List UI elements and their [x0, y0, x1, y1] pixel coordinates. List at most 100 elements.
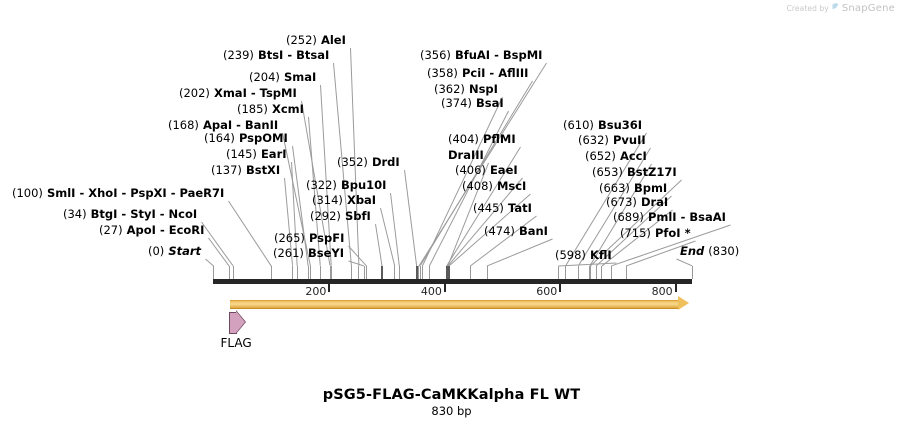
restriction-site-tick: [330, 266, 332, 279]
enzyme-label-alei[interactable]: (252) AleI: [286, 33, 346, 47]
snapgene-watermark: Created by SnapGene: [787, 3, 895, 14]
enzyme-label-eari[interactable]: (145) EarI: [226, 147, 287, 161]
sequence-start-marker[interactable]: (0) Start: [148, 245, 201, 258]
leader-line: [375, 223, 383, 267]
restriction-site-tick: [319, 266, 321, 279]
axis-tick-label: 200: [305, 285, 327, 298]
enzyme-label-bseyi[interactable]: (261) BseYI: [273, 246, 344, 260]
enzyme-label-pspomi[interactable]: (164) PspOMI: [204, 131, 288, 145]
enzyme-label-kfli[interactable]: (598) KflI: [555, 248, 612, 262]
enzyme-label-pflmi[interactable]: (404) PflMI: [448, 133, 516, 146]
restriction-site-tick: [296, 266, 298, 279]
enzyme-name: PspFI: [308, 231, 345, 245]
axis-tick: [559, 284, 562, 292]
orf-arrow-body[interactable]: [230, 300, 679, 309]
axis-tick-label: 400: [420, 285, 442, 298]
enzyme-name: StyI: [130, 207, 156, 221]
enzyme-name: BspMI: [502, 48, 543, 62]
enzyme-label-smli[interactable]: (100) SmlI - XhoI - PspXI - PaeR7I: [12, 186, 225, 200]
enzyme-label-apoi[interactable]: (27) ApoI - EcoRI: [99, 223, 205, 237]
enzyme-name-separator: -: [246, 86, 260, 100]
enzyme-label-nspi[interactable]: (362) NspI: [434, 83, 498, 96]
enzyme-name: EarI: [260, 147, 287, 161]
enzyme-label-bstxi[interactable]: (137) BstXI: [211, 164, 280, 177]
leader-line: [676, 258, 693, 267]
restriction-site-tick: [292, 266, 294, 279]
enzyme-label-bani[interactable]: (474) BanI: [484, 225, 548, 238]
enzyme-position: (27): [99, 223, 123, 237]
enzyme-label-bpu10i[interactable]: (322) Bpu10I: [306, 178, 387, 192]
enzyme-label-pvuii[interactable]: (632) PvuII: [578, 133, 646, 147]
enzyme-position: (185): [237, 102, 268, 116]
enzyme-name: PmlI: [647, 210, 677, 224]
enzyme-label-xcmi[interactable]: (185) XcmI: [237, 102, 304, 116]
enzyme-label-apai[interactable]: (168) ApaI - BanII: [168, 118, 278, 132]
watermark-brand-text: SnapGene: [841, 3, 895, 14]
enzyme-label-pcii[interactable]: (358) PciI - AflIII: [427, 66, 528, 80]
enzyme-name: BfuAI: [454, 48, 491, 62]
enzyme-name-separator: -: [155, 207, 169, 221]
enzyme-position: (673): [606, 195, 637, 209]
restriction-site-tick: [363, 266, 365, 279]
flag-arrow-body[interactable]: [228, 312, 237, 334]
enzyme-label-xmai[interactable]: (202) XmaI - TspMI: [179, 86, 297, 100]
axis-tick-label: 800: [651, 285, 673, 298]
enzyme-position: (204): [249, 70, 280, 84]
enzyme-name: AleI: [320, 33, 346, 47]
restriction-site-tick: [213, 266, 214, 279]
enzyme-position: (322): [306, 178, 337, 192]
enzyme-label-bpmi[interactable]: (663) BpmI: [599, 182, 667, 195]
enzyme-name-separator: -: [485, 66, 499, 80]
enzyme-label-pspfi[interactable]: (265) PspFI: [274, 231, 345, 245]
enzyme-label-pfoi[interactable]: (715) PfoI *: [620, 227, 691, 240]
enzyme-position: (358): [427, 66, 458, 80]
enzyme-label-bfuai[interactable]: (356) BfuAI - BspMI: [420, 48, 543, 62]
restriction-site-tick: [381, 266, 384, 279]
enzyme-label-tati[interactable]: (445) TatI: [473, 202, 532, 215]
sequence-end-marker[interactable]: End (830): [680, 245, 739, 258]
enzyme-label-drdi[interactable]: (352) DrdI: [337, 156, 400, 169]
enzyme-label-smai[interactable]: (204) SmaI: [249, 70, 316, 84]
enzyme-label-btsi[interactable]: (239) BtsI - BtsaI: [223, 48, 329, 62]
enzyme-label-bsu36i[interactable]: (610) Bsu36I: [563, 118, 643, 132]
enzyme-position: (261): [273, 246, 304, 260]
orf-arrow-head[interactable]: [678, 296, 690, 310]
enzyme-label-bstz17i[interactable]: (653) BstZ17I: [592, 165, 677, 179]
enzyme-position: (168): [168, 118, 199, 132]
restriction-site-tick: [358, 266, 360, 279]
enzyme-name: SbfI: [344, 209, 371, 223]
enzyme-name: BseYI: [307, 246, 344, 260]
enzyme-label-eaei[interactable]: (406) EaeI: [455, 164, 518, 177]
enzyme-name: EcoRI: [168, 223, 205, 237]
enzyme-label-bsai[interactable]: (374) BsaI: [441, 97, 504, 110]
leader-line: [228, 200, 272, 267]
enzyme-label-xbai[interactable]: (314) XbaI: [312, 194, 376, 207]
enzyme-name: BtsI: [257, 48, 284, 62]
enzyme-name-separator: -: [232, 118, 245, 132]
leader-line: [208, 237, 230, 267]
flag-arrow-head[interactable]: [235, 311, 245, 333]
enzyme-label-btgi[interactable]: (34) BtgI - StyI - NcoI: [63, 207, 197, 221]
enzyme-position: (653): [592, 165, 623, 179]
enzyme-name: PspOMI: [238, 131, 288, 145]
enzyme-name: DraIII: [448, 148, 484, 162]
restriction-site-tick: [309, 266, 311, 279]
enzyme-name: Bpu10I: [340, 178, 387, 192]
axis-tick: [443, 284, 446, 292]
enzyme-label-acci[interactable]: (652) AccI: [585, 150, 647, 163]
enzyme-label-pmli[interactable]: (689) PmlI - BsaAI: [613, 210, 726, 224]
axis-tick: [328, 284, 331, 292]
enzyme-name-separator: -: [155, 223, 169, 237]
enzyme-name: PaeR7I: [179, 186, 225, 200]
enzyme-label-sbfi[interactable]: (292) SbfI: [310, 209, 371, 223]
enzyme-name: ApoI: [126, 223, 156, 237]
enzyme-position: (598): [555, 248, 586, 262]
enzyme-name: Bsu36I: [597, 118, 643, 132]
restriction-site-tick: [692, 266, 693, 279]
enzyme-label-draiii[interactable]: DraIII: [448, 148, 484, 162]
enzyme-label-msci[interactable]: (408) MscI: [462, 180, 526, 193]
enzyme-position: (632): [578, 133, 609, 147]
enzyme-label-drai[interactable]: (673) DraI: [606, 195, 668, 209]
restriction-site-tick: [329, 266, 331, 279]
restriction-site-tick: [307, 266, 309, 279]
